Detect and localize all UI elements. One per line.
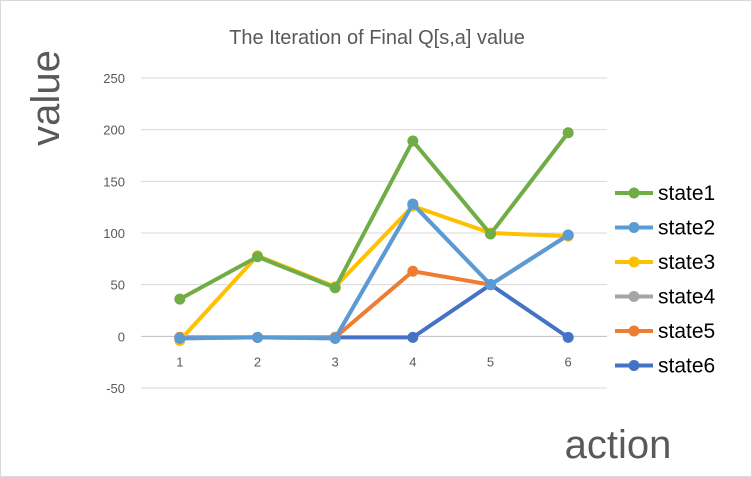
legend-label: state1 bbox=[658, 182, 715, 205]
series-line bbox=[177, 202, 571, 341]
y-tick-label: 0 bbox=[118, 329, 125, 344]
y-axis-title: value bbox=[24, 50, 68, 146]
legend-marker bbox=[628, 222, 640, 233]
legend-marker bbox=[628, 325, 640, 337]
series-line bbox=[177, 233, 571, 340]
x-axis-ticks: 1 2 3 4 5 6 bbox=[176, 354, 572, 369]
legend: state1 state2 state3 state4 state5 state6 bbox=[615, 182, 716, 378]
x-tick-label: 2 bbox=[254, 354, 261, 369]
data-point bbox=[252, 331, 263, 343]
data-point bbox=[562, 229, 574, 241]
data-point bbox=[329, 282, 341, 294]
legend-item: state2 bbox=[615, 217, 715, 240]
data-point bbox=[252, 251, 263, 263]
legend-marker bbox=[628, 187, 640, 199]
series-line bbox=[177, 130, 571, 302]
data-point bbox=[329, 332, 341, 344]
legend-item: state5 bbox=[615, 320, 715, 343]
legend-item: state6 bbox=[615, 355, 715, 378]
series-line bbox=[177, 204, 571, 343]
series-state1 bbox=[174, 127, 574, 305]
legend-marker bbox=[628, 256, 640, 268]
x-tick-label: 4 bbox=[409, 354, 416, 369]
legend-item: state1 bbox=[615, 182, 715, 205]
legend-item: state3 bbox=[615, 251, 715, 274]
legend-label: state5 bbox=[658, 320, 715, 343]
data-point bbox=[174, 332, 186, 344]
series-state2 bbox=[174, 198, 574, 344]
data-point bbox=[485, 279, 496, 291]
data-point bbox=[562, 127, 574, 139]
x-tick-label: 6 bbox=[565, 354, 572, 369]
y-tick-label: 50 bbox=[111, 278, 125, 293]
legend-marker bbox=[628, 360, 640, 371]
x-tick-label: 3 bbox=[332, 354, 339, 369]
legend-label: state2 bbox=[658, 217, 715, 240]
legend-marker bbox=[628, 291, 640, 302]
x-axis-title: action bbox=[565, 423, 672, 467]
chart-title: The Iteration of Final Q[s,a] value bbox=[229, 27, 525, 49]
legend-item: state4 bbox=[615, 286, 716, 309]
series-line bbox=[177, 282, 571, 340]
data-point bbox=[174, 293, 186, 305]
data-point bbox=[407, 135, 419, 147]
y-tick-label: 100 bbox=[103, 226, 125, 241]
legend-label: state4 bbox=[658, 286, 716, 309]
series-state6 bbox=[174, 279, 574, 343]
y-axis-ticks: 250 200 150 100 50 0 -50 bbox=[103, 71, 125, 396]
legend-label: state3 bbox=[658, 251, 715, 274]
series-lines bbox=[174, 127, 574, 346]
x-tick-label: 1 bbox=[176, 354, 183, 369]
data-point bbox=[562, 331, 574, 343]
y-tick-label: -50 bbox=[106, 381, 125, 396]
x-tick-label: 5 bbox=[487, 354, 494, 369]
data-point bbox=[407, 198, 419, 210]
legend-label: state6 bbox=[658, 355, 715, 378]
data-point bbox=[407, 331, 419, 343]
data-point bbox=[407, 265, 419, 277]
data-point bbox=[485, 228, 496, 240]
y-tick-label: 200 bbox=[103, 123, 125, 138]
y-tick-label: 150 bbox=[103, 174, 125, 189]
y-tick-label: 250 bbox=[103, 71, 125, 86]
